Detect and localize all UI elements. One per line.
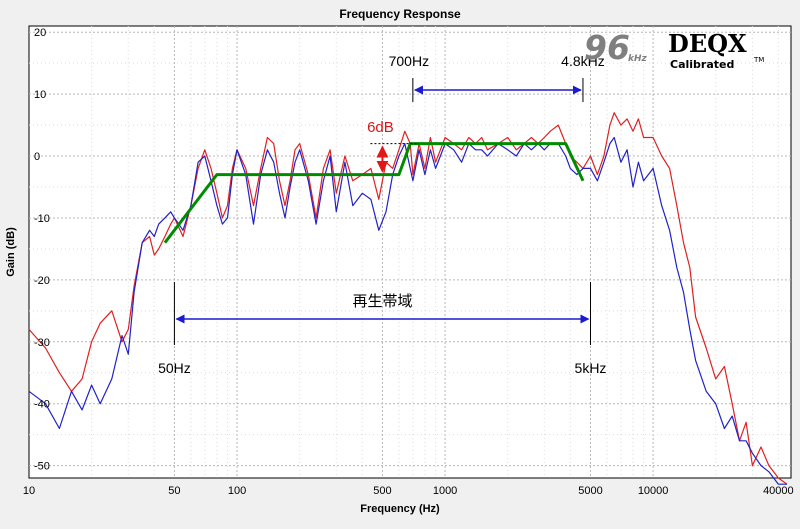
y-tick-label: 10 [34, 89, 46, 101]
y-tick-label: -40 [34, 399, 50, 411]
red-response-line [28, 112, 788, 485]
x-tick-label: 1000 [433, 485, 457, 497]
x-axis-label: Frequency (Hz) [360, 503, 440, 515]
series-group [28, 112, 788, 485]
chart-title: Frequency Response [339, 7, 461, 21]
x-tick-label: 5000 [578, 485, 602, 497]
x-tick-label: 50 [168, 485, 180, 497]
x-tick-label: 100 [228, 485, 246, 497]
y-tick-label: -20 [34, 275, 50, 287]
label-band: 再生帯域 [352, 293, 412, 310]
logo-96: 96 [584, 28, 630, 67]
y-axis-label: Gain (dB) [5, 227, 17, 277]
target-curve-line [163, 142, 585, 244]
y-tick-label: -30 [34, 337, 50, 349]
y-tick-label: 20 [34, 27, 46, 39]
y-tick-label: -10 [34, 213, 50, 225]
annotations: 700Hz 4.8kHz 6dB 再生帯域 50Hz 5kHz [158, 53, 606, 376]
label-50hz: 50Hz [158, 360, 191, 376]
tick-labels: 10 50 100 500 1000 5000 10000 4000020100-10-20-… [23, 27, 794, 497]
label-4-8khz: 4.8kHz [561, 53, 605, 69]
y-tick-label: 0 [34, 151, 40, 163]
grid [29, 26, 791, 478]
blue-response-line [28, 136, 787, 485]
x-tick-label: 40000 [763, 485, 794, 497]
logo: 96 kHz DEQX Calibrated TM [584, 28, 764, 71]
y-tick-label: -50 [34, 461, 50, 473]
logo-tm: TM [753, 56, 764, 64]
label-5khz: 5kHz [575, 360, 607, 376]
logo-khz: kHz [628, 54, 648, 64]
logo-calibrated: Calibrated [670, 58, 734, 71]
x-tick-label: 10 [23, 485, 35, 497]
label-700hz: 700Hz [389, 53, 429, 69]
logo-brand: DEQX [668, 29, 747, 58]
x-tick-label: 10000 [638, 485, 669, 497]
x-tick-label: 500 [373, 485, 391, 497]
label-6db: 6dB [367, 119, 394, 136]
